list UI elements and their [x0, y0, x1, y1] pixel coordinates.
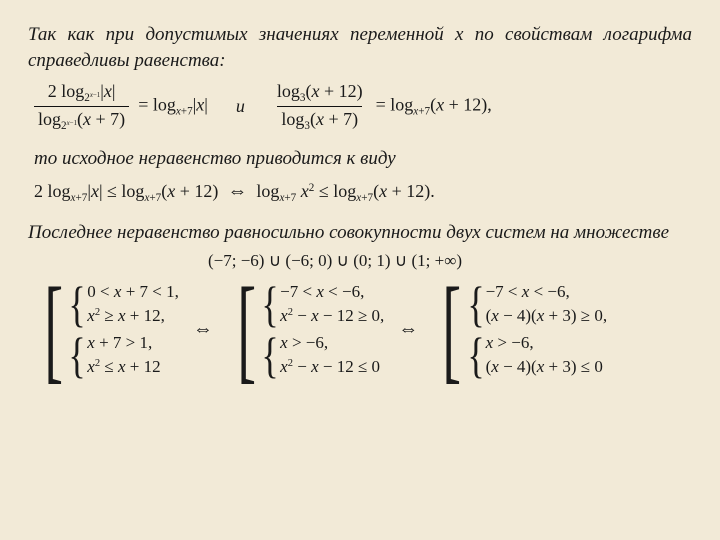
eq1-left: 2 log2x−1|x| log2x−1(x + 7) = logx+7|x|	[34, 81, 208, 132]
lead-paragraph-3: Последнее неравенство равносильно совоку…	[28, 220, 692, 246]
equation-row-2: 2 logx+7|x| ≤ logx+7(x + 12) ⇔ logx+7 x2…	[28, 180, 692, 204]
intro-paragraph: Так как при допустимых значениях перемен…	[28, 22, 692, 73]
sys2-bot-2: x2 − x − 12 ≤ 0	[280, 357, 380, 377]
connector-and: и	[236, 96, 245, 117]
sys2-top-2: x2 − x − 12 ≥ 0,	[280, 306, 384, 326]
system-col-2: [ { −7 < x < −6, x2 − x − 12 ≥ 0, { x > …	[227, 281, 384, 378]
systems-row: [ { 0 < x + 7 < 1, x2 ≥ x + 12, { x + 7 …	[28, 281, 692, 378]
sys3-bot-1: x > −6,	[486, 333, 603, 353]
sys1-bot-1: x + 7 > 1,	[87, 333, 160, 353]
sys3-top-2: (x − 4)(x + 3) ≥ 0,	[486, 306, 608, 326]
domain-set: (−7; −6) ∪ (−6; 0) ∪ (0; 1) ∪ (1; +∞)	[28, 251, 692, 271]
equation-row-1: 2 log2x−1|x| log2x−1(x + 7) = logx+7|x| …	[28, 81, 692, 132]
sys2-bot-1: x > −6,	[280, 333, 380, 353]
system-col-3: [ { −7 < x < −6, (x − 4)(x + 3) ≥ 0, { x…	[432, 281, 607, 378]
system-col-1: [ { 0 < x + 7 < 1, x2 ≥ x + 12, { x + 7 …	[34, 281, 179, 378]
lead-paragraph-2: то исходное неравенство приводится к вид…	[28, 146, 692, 172]
sys3-bot-2: (x − 4)(x + 3) ≤ 0	[486, 357, 603, 377]
sys2-top-1: −7 < x < −6,	[280, 282, 384, 302]
sys1-bot-2: x2 ≤ x + 12	[87, 357, 160, 377]
eq1-right: log3(x + 12) log3(x + 7) = logx+7(x + 12…	[273, 81, 492, 132]
iff-2: ⇔	[398, 318, 418, 341]
sys3-top-1: −7 < x < −6,	[486, 282, 608, 302]
iff-1: ⇔	[193, 318, 213, 341]
sys1-top-2: x2 ≥ x + 12,	[87, 306, 179, 326]
sys1-top-1: 0 < x + 7 < 1,	[87, 282, 179, 302]
